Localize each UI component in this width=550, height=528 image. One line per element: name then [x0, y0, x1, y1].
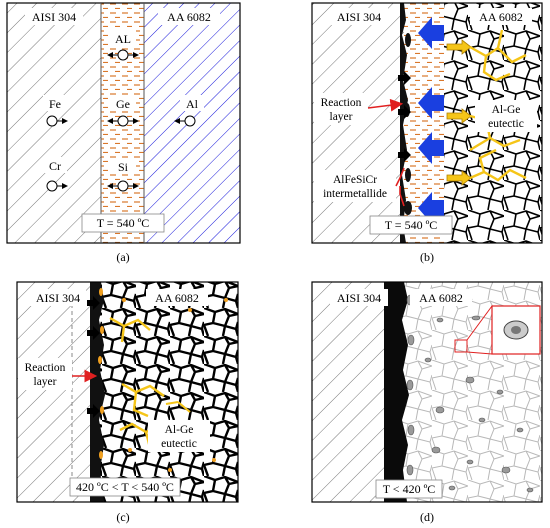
- panel-c-frame: [16, 281, 239, 503]
- svg-text:AL: AL: [115, 32, 131, 46]
- steel-label: AISI 304: [36, 291, 80, 305]
- element-ge: Ge: [107, 95, 139, 127]
- reaction-label-line2: layer: [330, 111, 353, 123]
- reaction-label-line2: layer: [34, 376, 57, 388]
- element-si: Si: [107, 158, 139, 192]
- steel-label: AISI 304: [337, 10, 381, 24]
- caption-b: (b): [420, 250, 434, 264]
- element-al-interlayer: AL: [107, 30, 139, 61]
- eutectic-label-line2: eutectic: [161, 438, 197, 450]
- element-fe: Fe: [43, 95, 68, 127]
- inset-marker: [454, 339, 468, 353]
- steel-label: AISI 304: [32, 10, 76, 24]
- panel-a-frame: [6, 2, 241, 244]
- panel-d: AISI 304 AA 6082 T < 420 ºC (d): [311, 281, 543, 524]
- panel-d-frame: [311, 281, 543, 503]
- panel-b-frame: [311, 2, 543, 244]
- reaction-layer: [384, 282, 409, 502]
- caption-c: (c): [116, 510, 129, 524]
- panel-a: AISI 304 AA 6082 AL Ge Si Fe: [6, 2, 241, 264]
- temperature-label: T = 540 ºC: [385, 218, 438, 232]
- black-arrows: [87, 296, 100, 418]
- element-al: Al: [174, 95, 204, 127]
- panel-b: AISI 304 AA 6082 Reaction layer Al-Ge eu…: [311, 2, 543, 264]
- eutectic-label-line1: Al-Ge: [492, 104, 521, 116]
- element-cr: Cr: [43, 157, 68, 192]
- steel-region: [312, 282, 390, 502]
- aluminum-label: AA 6082: [167, 10, 211, 24]
- steel-region: [17, 282, 97, 502]
- temperature-label: T = 540 ºC: [97, 216, 150, 230]
- caption-d: (d): [420, 510, 434, 524]
- svg-text:Ge: Ge: [116, 97, 130, 111]
- intermetallide-line2: intermetallide: [323, 188, 387, 200]
- temperature-label: 420 ºC < T < 540 ºC: [76, 480, 174, 494]
- black-arrows: [398, 71, 411, 162]
- reaction-layer: [400, 3, 408, 243]
- temperature-label: T < 420 ºC: [383, 482, 436, 496]
- svg-text:Cr: Cr: [49, 159, 61, 173]
- eutectic-label-line1: Al-Ge: [165, 424, 194, 436]
- svg-text:Si: Si: [118, 160, 129, 174]
- steel-label: AISI 304: [337, 291, 381, 305]
- panel-c: AISI 304 AA 6082 Reaction layer Al-Ge eu…: [16, 281, 239, 524]
- aluminum-grains: [97, 282, 238, 502]
- svg-text:Fe: Fe: [49, 97, 61, 111]
- eutectic-label-line2: eutectic: [488, 118, 524, 130]
- caption-a: (a): [116, 250, 129, 264]
- svg-text:Al: Al: [186, 97, 199, 111]
- aluminum-label: AA 6082: [419, 291, 463, 305]
- intermetallide-line1: AlFeSiCr: [333, 174, 377, 186]
- aluminum-label: AA 6082: [479, 10, 523, 24]
- reaction-label-line1: Reaction: [321, 97, 362, 109]
- aluminum-label: AA 6082: [155, 291, 199, 305]
- eutectic-arrows: [446, 39, 472, 186]
- reaction-label-line1: Reaction: [25, 362, 66, 374]
